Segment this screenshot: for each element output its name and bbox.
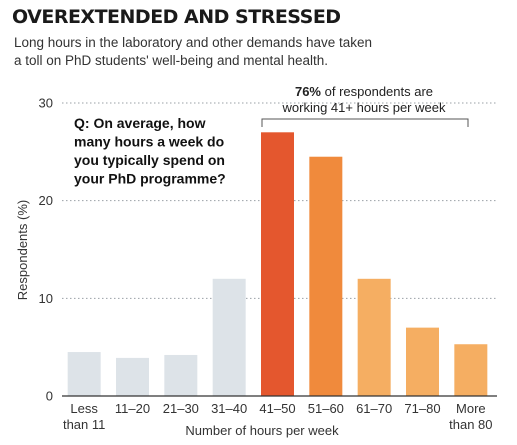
bar-41-50 (261, 132, 294, 397)
x-tick-label: 41–50 (259, 401, 295, 416)
question-line: Q: On average, how (74, 115, 206, 131)
callout-bracket (261, 118, 469, 127)
x-tick-labels: Less than 11 11–20 21–30 31–40 41–50 51–60 61–7… (63, 401, 493, 432)
subtitle-line-1: Long hours in the laboratory and other d… (14, 35, 372, 50)
y-tick-label: 0 (46, 389, 53, 404)
subtitle-line-2: a toll on PhD students' well-being and m… (14, 53, 329, 68)
question-annotation: Q: On average, how many hours a week do yo… (74, 115, 226, 187)
callout-line-2: working 41+ hours per week (282, 100, 446, 115)
x-tick-label: More than 80 (449, 401, 492, 432)
x-tick-label: 61–70 (356, 401, 392, 416)
y-axis-title: Respondents (%) (15, 200, 30, 300)
x-tick-label: 21–30 (163, 401, 199, 416)
bar-21-30 (164, 354, 198, 396)
bar-51-60 (309, 156, 343, 396)
chart-title: OVEREXTENDED AND STRESSED (12, 6, 341, 28)
bar-less-than-11 (67, 352, 101, 396)
y-tick-labels: 0 10 20 30 (39, 96, 53, 404)
question-line: many hours a week do (74, 134, 224, 150)
bars (67, 132, 488, 397)
y-tick-label: 20 (39, 193, 53, 208)
chart-subtitle: Long hours in the laboratory and other d… (14, 34, 434, 70)
bar-71-80 (406, 327, 439, 396)
y-tick-label: 10 (39, 291, 53, 306)
callout-line-1: 76% of respondents are (295, 84, 433, 99)
bar-more-than-80 (454, 344, 488, 396)
bar-61-70 (357, 278, 391, 396)
x-tick-label: 11–20 (115, 401, 150, 416)
bar-11-20 (116, 357, 149, 396)
x-axis-title: Number of hours per week (185, 423, 339, 438)
bar-31-40 (212, 278, 246, 396)
question-line: your PhD programme? (74, 171, 226, 187)
x-tick-label: 71–80 (404, 401, 440, 416)
x-tick-label: 31–40 (211, 401, 247, 416)
x-tick-label: Less than 11 (63, 401, 105, 432)
y-tick-label: 30 (39, 96, 53, 111)
question-line: you typically spend on (74, 152, 225, 168)
x-tick-label: 51–60 (308, 401, 344, 416)
